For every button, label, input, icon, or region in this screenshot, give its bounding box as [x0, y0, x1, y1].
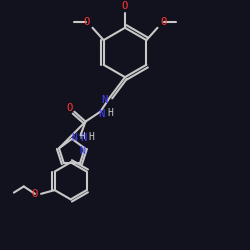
- Text: N: N: [72, 133, 77, 143]
- Text: O: O: [83, 16, 89, 26]
- Text: O: O: [32, 189, 38, 199]
- Text: H: H: [107, 108, 113, 118]
- Text: O: O: [160, 16, 167, 26]
- Text: O: O: [122, 0, 128, 10]
- Text: H: H: [89, 132, 94, 142]
- Text: N: N: [80, 133, 86, 143]
- Text: N: N: [101, 95, 107, 105]
- Text: N: N: [80, 146, 85, 156]
- Text: N: N: [98, 109, 105, 119]
- Text: O: O: [66, 103, 72, 113]
- Text: H: H: [79, 132, 84, 141]
